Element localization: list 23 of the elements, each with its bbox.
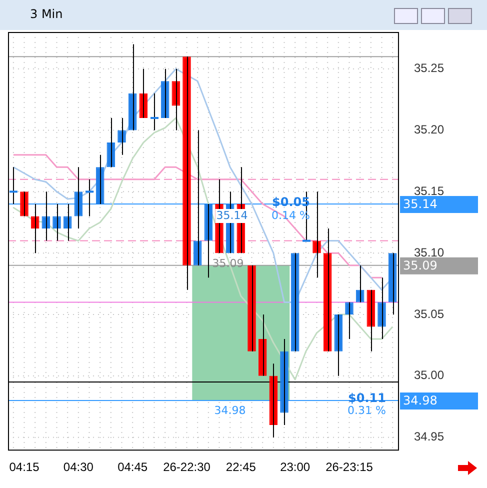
candlestick: [150, 92, 160, 131]
y-tick-label: 35.00: [414, 368, 444, 382]
ref-line-label: 35.09: [403, 258, 438, 272]
y-tick-label: 35.15: [414, 184, 444, 198]
annotation: 35.14: [216, 208, 248, 222]
x-tick-label: 22:45: [226, 460, 256, 474]
x-tick-label: 26-22:30: [163, 460, 211, 474]
annotation: 0.31 %: [348, 404, 386, 417]
y-tick-label: 35.05: [414, 306, 444, 321]
x-tick-label: 23:00: [280, 460, 310, 474]
y-tick-label: 35.25: [414, 61, 444, 76]
annotation: 34.98: [214, 404, 246, 417]
y-tick-label: 34.95: [414, 430, 444, 444]
x-tick-label: 26-23:15: [326, 460, 374, 474]
x-tick-label: 04:30: [63, 460, 94, 474]
y-tick-label: 35.20: [414, 122, 444, 137]
x-tick-label: 04:45: [118, 460, 148, 474]
ref-line-label: 34.98: [403, 394, 438, 408]
x-tick-label: 04:15: [9, 460, 40, 474]
y-tick-label: 35.10: [414, 245, 444, 260]
ref-line-label: 35.14: [403, 197, 438, 212]
candlestick: [84, 178, 94, 217]
chart-title: 3 Min: [30, 7, 63, 21]
